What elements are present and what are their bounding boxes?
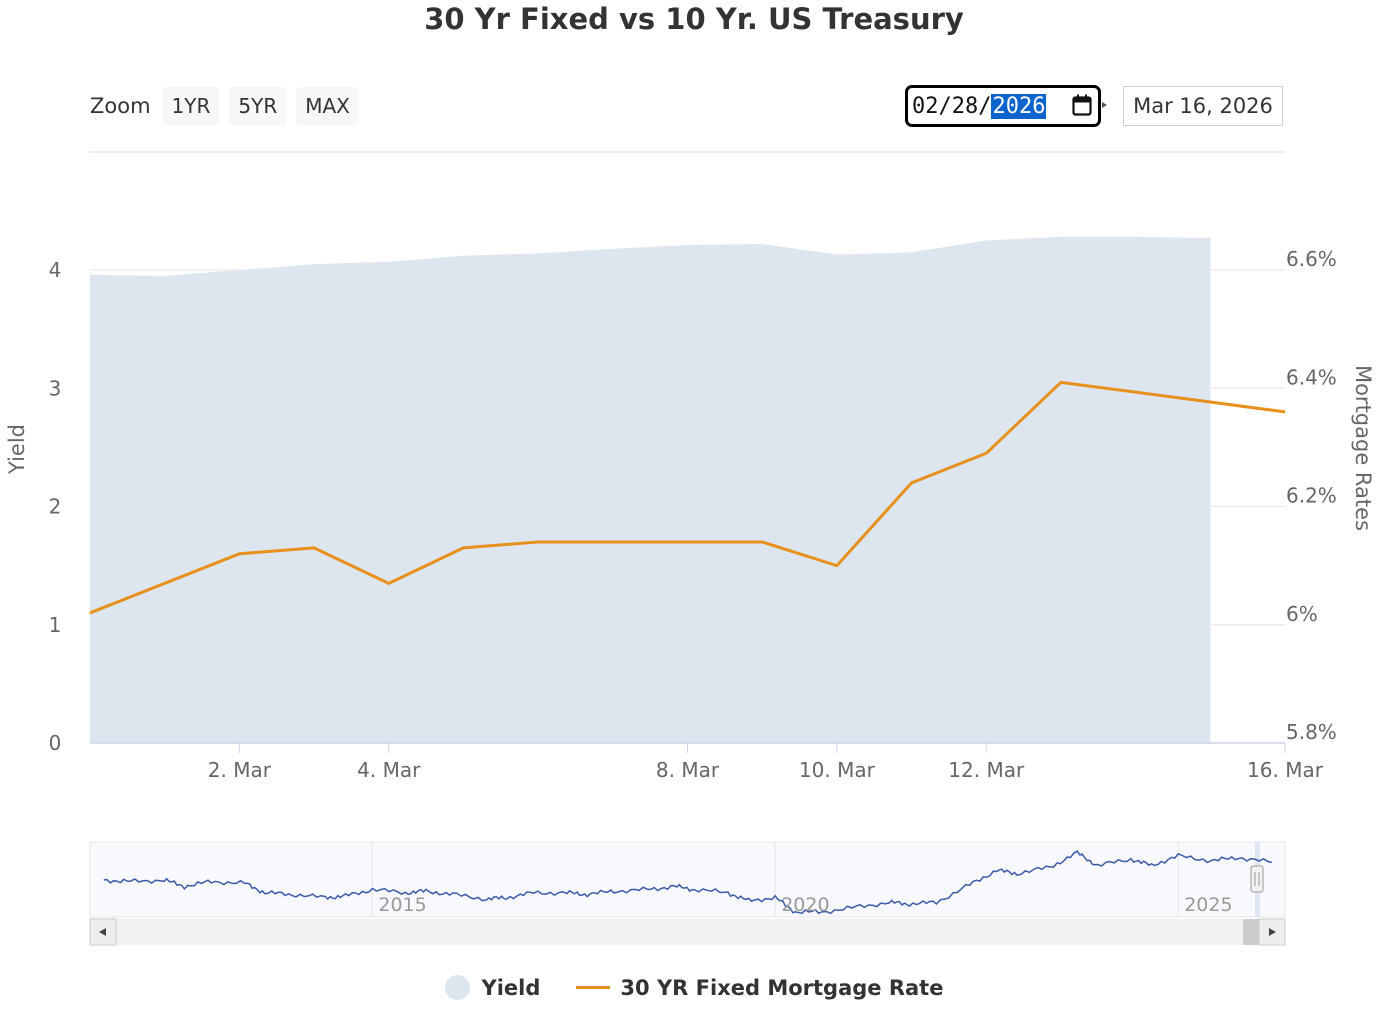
scroll-left-arrow-icon — [99, 928, 106, 936]
yield-area — [90, 236, 1211, 743]
zoom-label: Zoom — [90, 94, 151, 118]
scroll-right-arrow-icon — [1269, 928, 1276, 936]
zoom-controls: Zoom 1YR 5YR MAX — [90, 85, 369, 127]
legend-item-yield[interactable]: Yield — [444, 975, 541, 1000]
date-from-month-day: 02/28/ — [912, 93, 992, 119]
y-left-tick-label: 4 — [49, 258, 62, 282]
navigator-selected-mask — [1255, 842, 1260, 917]
grid-lines — [90, 269, 1285, 626]
y-right-tick-label: 6.4% — [1286, 365, 1337, 389]
legend: Yield 30 YR Fixed Mortgage Rate — [0, 975, 1388, 1000]
navigator-tick-label: 2015 — [378, 894, 426, 916]
y-axis-right-label: Mortgage Rates — [1351, 365, 1375, 531]
x-tick-label: 8. Mar — [656, 758, 720, 782]
y-right-tick-label: 6% — [1286, 602, 1318, 626]
zoom-5yr-button[interactable]: 5YR — [229, 87, 287, 125]
navigator-handle-right[interactable] — [1250, 865, 1264, 893]
navigator-tick-label: 2025 — [1184, 894, 1232, 916]
scrollbar[interactable] — [89, 918, 1286, 946]
y-axis-left-ticks: 0 1 2 3 4 — [49, 258, 62, 755]
y-right-tick-label: 6.6% — [1286, 247, 1337, 271]
legend-label-yield: Yield — [481, 975, 541, 1000]
y-left-tick-label: 3 — [49, 376, 62, 400]
x-tick-label: 2. Mar — [208, 758, 272, 782]
range-arrow-icon — [1102, 102, 1107, 108]
date-from-input[interactable]: 02/28/2026 — [905, 85, 1101, 127]
y-axis-right-ticks: 5.8% 6% 6.2% 6.4% 6.6% — [1286, 247, 1337, 744]
navigator[interactable]: 2015 2020 2025 — [89, 841, 1286, 918]
scrollbar-track[interactable] — [90, 919, 1285, 945]
date-to-input[interactable]: Mar 16, 2026 — [1123, 86, 1283, 126]
x-tick-label: 4. Mar — [357, 758, 421, 782]
chart-title: 30 Yr Fixed vs 10 Yr. US Treasury — [424, 2, 964, 36]
mortgage-legend-marker — [576, 986, 611, 989]
calendar-icon[interactable] — [1072, 94, 1092, 116]
x-axis-ticks: 2. Mar 4. Mar 8. Mar 10. Mar 12. Mar 16. Mar — [208, 743, 1324, 782]
x-tick-label: 10. Mar — [799, 758, 876, 782]
zoom-1yr-button[interactable]: 1YR — [162, 87, 220, 125]
scrollbar-left-button[interactable] — [89, 918, 117, 946]
navigator-yield-line — [103, 849, 1272, 915]
y-left-tick-label: 1 — [49, 613, 62, 637]
navigator-tick-label: 2020 — [781, 894, 829, 916]
date-from-year-selected: 2026 — [991, 93, 1047, 119]
y-right-tick-label: 6.2% — [1286, 484, 1337, 508]
scrollbar-right-button[interactable] — [1258, 918, 1286, 946]
x-tick-label: 16. Mar — [1247, 758, 1324, 782]
legend-label-mortgage: 30 YR Fixed Mortgage Rate — [620, 975, 944, 1000]
mortgage-rate-line — [89, 380, 1286, 615]
y-axis-left-label: Yield — [5, 424, 29, 475]
navigator-grid — [371, 842, 1179, 917]
navigator-x-ticks: 2015 2020 2025 — [378, 894, 1232, 916]
y-left-tick-label: 2 — [49, 495, 62, 519]
y-right-tick-label: 5.8% — [1286, 720, 1337, 744]
x-tick-label: 12. Mar — [948, 758, 1025, 782]
scrollbar-thumb[interactable] — [1243, 919, 1259, 945]
legend-item-mortgage[interactable]: 30 YR Fixed Mortgage Rate — [576, 976, 943, 1000]
yield-legend-marker — [444, 975, 470, 1000]
zoom-max-button[interactable]: MAX — [296, 87, 359, 125]
navigator-background — [89, 841, 1286, 918]
y-left-tick-label: 0 — [49, 731, 62, 755]
